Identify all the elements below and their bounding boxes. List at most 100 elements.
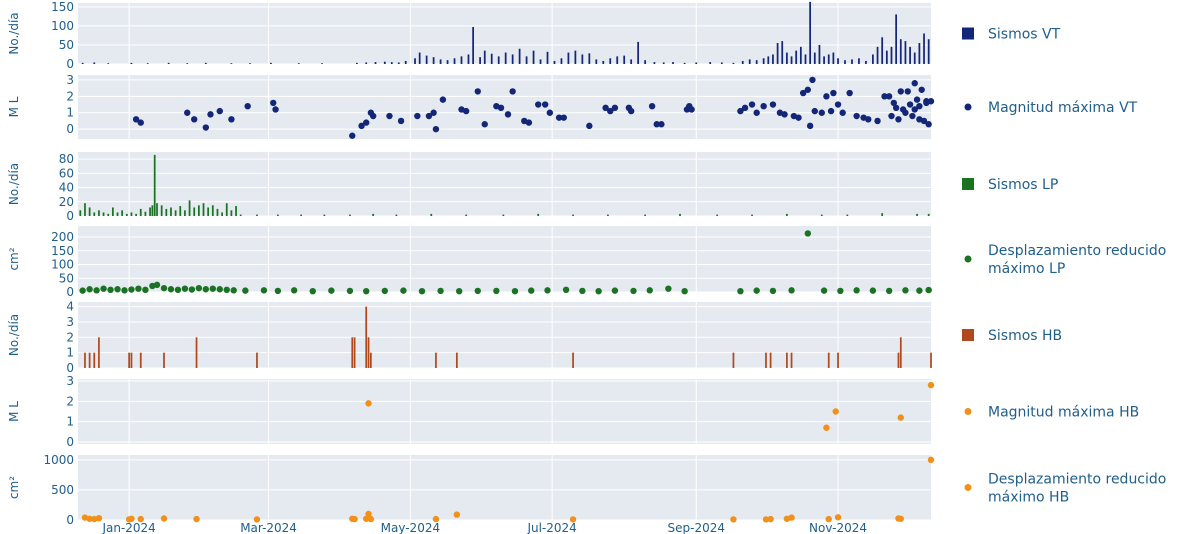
scatter-point [511,287,519,295]
bar [93,352,96,368]
bar [827,54,830,64]
bar [546,51,549,64]
scatter-point [846,89,853,97]
scatter-point [474,287,481,295]
y-tick-label: 0 [66,285,74,299]
y-tick-label: 3 [66,315,74,329]
scatter-point [432,515,440,523]
legend-label-hb_dr-line2: máximo HB [988,490,1069,506]
bar [365,62,368,64]
bar [365,306,368,368]
scatter-point [193,515,200,523]
scatter-point [885,93,893,100]
legend-dot-hb_dr [964,484,972,491]
legend-label-vt_count: Sismos VT [988,27,1061,43]
bar [607,214,609,216]
y-tick-label: 1 [66,346,74,360]
bar [188,200,191,216]
scatter-point [418,287,426,295]
scatter-point [430,109,437,116]
bar [156,203,158,216]
bar [497,56,500,64]
bar [351,337,354,368]
bar [356,62,358,64]
bar [88,207,91,216]
bar [418,52,421,64]
scatter-point [795,114,802,121]
bar [130,352,133,368]
bar [827,352,830,368]
bar [881,213,884,216]
scatter-point [646,287,653,294]
bar [609,58,612,64]
plot-area-vt_count [78,3,931,64]
bar [367,337,370,368]
y-tick-label: 1000 [43,453,74,467]
scatter-point [627,107,635,115]
scatter-point [397,117,405,125]
scatter-point [811,107,818,115]
scatter-point [184,109,191,116]
scatter-point [923,99,930,107]
bar [502,214,505,216]
y-tick-label: 1 [66,415,74,429]
y-tick-label: 20 [59,195,74,209]
bar [235,206,237,216]
scatter-point [167,286,175,293]
scatter-point [769,287,777,295]
bar [899,39,902,64]
scatter-point [202,286,210,293]
scatter-point [437,287,444,295]
scatter-point [86,515,93,522]
scatter-point [79,287,86,294]
scatter-point [137,515,144,523]
bar [765,352,767,368]
scatter-point [911,106,918,113]
bar [146,63,149,64]
bar [98,210,100,216]
scatter-point [897,414,904,421]
scatter-point [823,93,830,100]
bar [767,56,770,64]
scatter-point [351,515,358,523]
scatter-point [209,285,217,292]
y-tick-label: 3 [66,73,74,87]
bar [465,214,468,216]
bar [195,337,198,368]
bar [709,62,712,64]
bar [813,52,816,64]
scatter-point [823,424,830,431]
bar [186,63,189,64]
bar [79,210,82,216]
bar [755,60,758,64]
bar [297,63,300,64]
bar [135,213,137,216]
bar [804,54,807,64]
bar [430,213,433,216]
y-tick-label: 2 [66,394,74,408]
y-tick-label: 100 [51,19,74,33]
bar [483,50,486,64]
y-tick-label: 4 [66,300,74,314]
bar [623,55,626,64]
bar [567,52,570,64]
bar [404,60,407,64]
bar [769,352,772,368]
bar [230,63,233,64]
scatter-point [121,287,128,294]
bar [160,205,163,216]
bar [818,44,821,64]
scatter-point [504,111,512,118]
bar [300,214,302,216]
bar [823,56,825,64]
bar [467,54,470,64]
scatter-point [890,99,898,107]
scatter-point [560,114,567,121]
scatter-point [804,230,812,237]
bar [249,63,251,64]
plot-area-hb_mag [78,379,931,444]
bar [374,62,377,64]
bar [762,58,765,64]
scatter-point [602,104,609,112]
legend-label-lp_count: Sismos LP [988,177,1058,193]
